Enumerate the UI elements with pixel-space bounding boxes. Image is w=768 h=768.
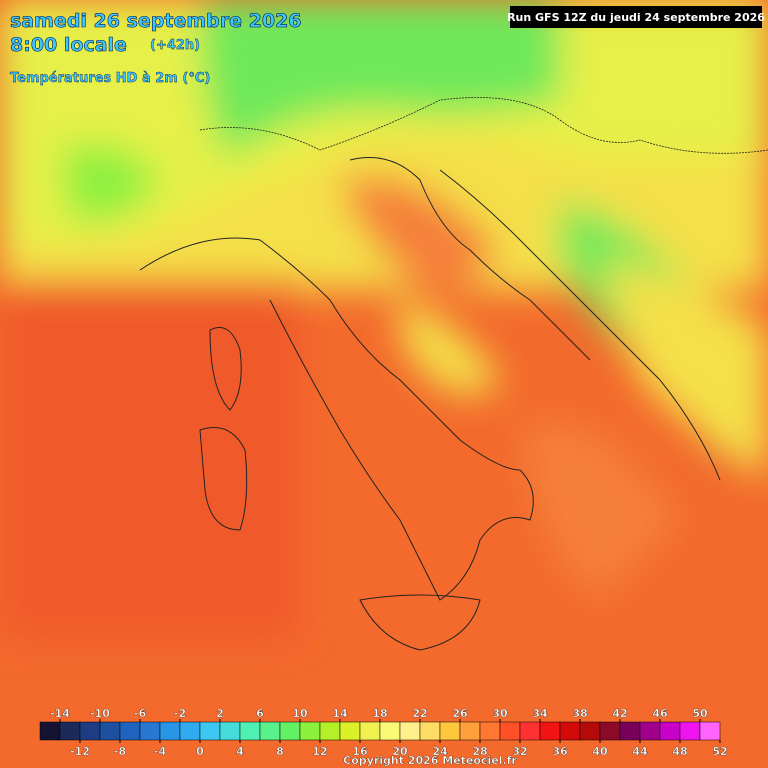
legend-label: 10	[292, 707, 308, 720]
coastlines	[139, 97, 768, 651]
legend-swatch	[459, 721, 481, 741]
legend-swatch	[439, 721, 461, 741]
copyright: Copyright 2026 Meteociel.fr	[343, 754, 517, 767]
legend-label: 22	[412, 707, 427, 720]
legend-swatch	[579, 721, 601, 741]
legend-label: 28	[472, 745, 487, 758]
legend-swatch	[339, 721, 361, 741]
legend: -14-12-10-8-6-4-202468101214161820222426…	[39, 707, 728, 758]
legend-swatch	[519, 721, 541, 741]
legend-label: 4	[236, 745, 244, 758]
legend-swatch	[659, 721, 681, 741]
legend-label: -10	[90, 707, 110, 720]
legend-swatch	[219, 721, 241, 741]
legend-swatch	[179, 721, 201, 741]
legend-swatch	[119, 721, 141, 741]
legend-swatch	[39, 721, 61, 741]
legend-swatch	[499, 721, 521, 741]
legend-label: 52	[712, 745, 727, 758]
legend-label: 46	[652, 707, 668, 720]
run-info: Run GFS 12Z du jeudi 24 septembre 2026	[507, 11, 765, 24]
legend-label: 40	[592, 745, 608, 758]
legend-label: 12	[312, 745, 327, 758]
legend-label: -2	[174, 707, 186, 720]
legend-label: 30	[492, 707, 508, 720]
run-box	[510, 6, 762, 28]
variable-title: Températures HD à 2m (°C)	[10, 71, 210, 86]
legend-label: -14	[50, 707, 70, 720]
legend-label: 48	[672, 745, 687, 758]
legend-swatch	[539, 721, 561, 741]
legend-label: 18	[372, 707, 387, 720]
legend-swatch	[399, 721, 421, 741]
legend-label: 14	[332, 707, 348, 720]
legend-swatch	[379, 721, 401, 741]
forecast-offset: (+42h)	[150, 38, 200, 53]
legend-swatch	[199, 721, 221, 741]
legend-swatch	[99, 721, 121, 741]
legend-label: -4	[154, 745, 167, 758]
legend-swatch	[279, 721, 301, 741]
legend-swatch	[419, 721, 441, 741]
legend-label: -8	[114, 745, 126, 758]
legend-swatch	[239, 721, 261, 741]
legend-swatch	[299, 721, 321, 741]
legend-swatch	[679, 721, 701, 741]
legend-label: 26	[452, 707, 468, 720]
legend-label: 20	[392, 745, 408, 758]
legend-swatch	[619, 721, 641, 741]
date-title: samedi 26 septembre 2026	[10, 10, 302, 32]
legend-label: 8	[276, 745, 284, 758]
legend-swatch	[59, 721, 81, 741]
legend-swatch	[139, 721, 161, 741]
legend-label: -6	[134, 707, 147, 720]
legend-swatch	[699, 721, 721, 741]
legend-swatch	[159, 721, 181, 741]
legend-label: 16	[352, 745, 368, 758]
legend-label: 34	[532, 707, 548, 720]
legend-swatch	[79, 721, 101, 741]
legend-label: 32	[512, 745, 527, 758]
legend-label: 2	[216, 707, 224, 720]
legend-label: -12	[70, 745, 90, 758]
legend-swatch	[479, 721, 501, 741]
legend-swatch	[559, 721, 581, 741]
legend-label: 38	[572, 707, 587, 720]
legend-swatch	[639, 721, 661, 741]
legend-swatch	[319, 721, 341, 741]
legend-label: 24	[432, 745, 448, 758]
legend-label: 50	[692, 707, 708, 720]
legend-swatch	[599, 721, 621, 741]
legend-label: 36	[552, 745, 568, 758]
legend-swatch	[359, 721, 381, 741]
legend-label: 0	[196, 745, 204, 758]
legend-label: 42	[612, 707, 627, 720]
time-title: 8:00 locale	[10, 34, 127, 56]
legend-label: 44	[632, 745, 648, 758]
legend-label: 6	[256, 707, 264, 720]
legend-swatch	[259, 721, 281, 741]
